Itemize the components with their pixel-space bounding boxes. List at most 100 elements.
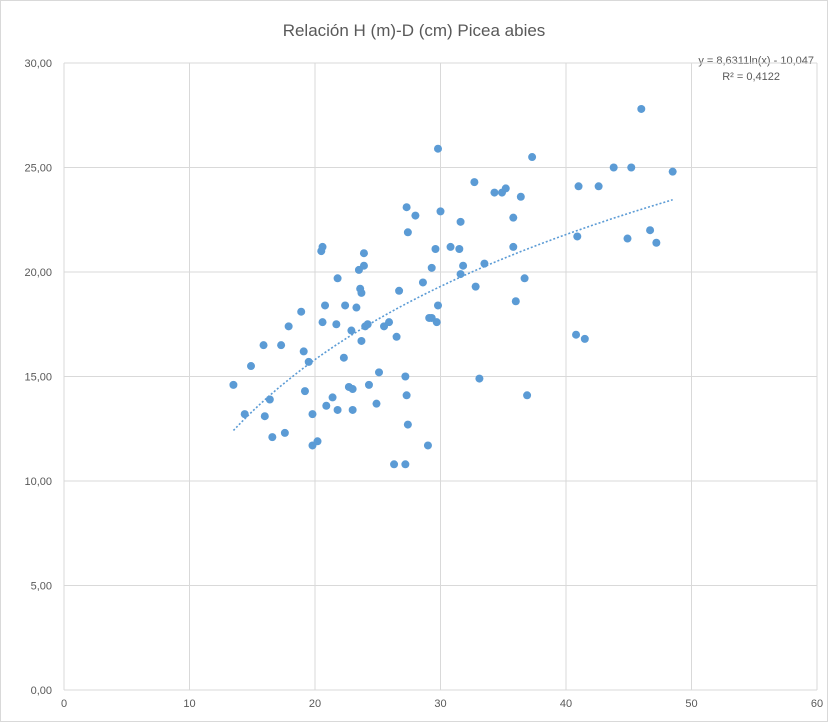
axis-tick-labels: 0 10 20 30 40 50 60 0,00 5,00 10,00 15,00 20,00 25,0… [24, 58, 823, 710]
data-point [339, 353, 348, 362]
data-point [403, 228, 412, 237]
data-point [322, 401, 331, 410]
y-tick-label: 30,00 [24, 58, 52, 70]
data-point [572, 330, 581, 339]
data-point [359, 261, 368, 270]
data-point [423, 441, 432, 450]
data-point [627, 163, 636, 172]
data-point [470, 178, 479, 187]
data-point [623, 234, 632, 243]
data-point [372, 399, 381, 408]
y-tick-label: 10,00 [24, 476, 52, 488]
data-point [265, 395, 274, 404]
y-tick-label: 15,00 [24, 372, 52, 384]
data-point [240, 410, 249, 419]
data-point [357, 288, 366, 297]
x-tick-label: 60 [811, 698, 823, 710]
data-point [401, 372, 410, 381]
data-point [308, 410, 317, 419]
data-point [456, 217, 465, 226]
data-point [395, 286, 404, 295]
x-tick-label: 50 [685, 698, 697, 710]
data-point [403, 420, 412, 429]
data-point [520, 274, 529, 283]
data-point [284, 322, 293, 331]
data-point [471, 282, 480, 291]
data-point [523, 391, 532, 400]
data-point [260, 412, 269, 421]
data-point [318, 318, 327, 327]
data-point [348, 385, 357, 394]
data-point [348, 405, 357, 414]
y-tick-label: 5,00 [31, 581, 52, 593]
data-point [347, 326, 356, 335]
data-point [385, 318, 394, 327]
data-point [516, 192, 525, 201]
y-tick-label: 25,00 [24, 163, 52, 175]
data-point [401, 460, 410, 469]
data-point [333, 274, 342, 283]
data-point [277, 341, 286, 350]
data-point [668, 167, 677, 176]
trendline-equation: y = 8,6311ln(x) - 10,047 [698, 55, 814, 67]
data-point [375, 368, 384, 377]
data-points [229, 104, 677, 469]
data-point [321, 301, 330, 310]
data-point [594, 182, 603, 191]
y-tick-label: 20,00 [24, 267, 52, 279]
data-point [433, 301, 442, 310]
x-tick-label: 10 [183, 698, 195, 710]
data-point [359, 249, 368, 258]
data-point [509, 213, 518, 222]
trendline-r-squared: R² = 0,4122 [722, 71, 780, 83]
data-point [392, 332, 401, 341]
data-point [501, 184, 510, 193]
data-point [259, 341, 268, 350]
data-point [280, 428, 289, 437]
data-point [390, 460, 399, 469]
data-point [637, 104, 646, 113]
data-point [402, 391, 411, 400]
y-tick-label: 0,00 [31, 685, 52, 697]
data-point [402, 203, 411, 212]
data-point [456, 270, 465, 279]
chart-title: Relación H (m)-D (cm) Picea abies [282, 21, 546, 40]
data-point [352, 303, 361, 312]
data-point [573, 232, 582, 241]
x-tick-label: 0 [61, 698, 67, 710]
data-point [574, 182, 583, 191]
data-point [446, 242, 455, 251]
data-point [333, 405, 342, 414]
data-point [229, 380, 238, 389]
data-point [509, 242, 518, 251]
data-point [433, 144, 442, 153]
data-point [268, 433, 277, 442]
data-point [528, 153, 537, 162]
data-point [357, 336, 366, 345]
data-point [341, 301, 350, 310]
trendline [232, 199, 673, 432]
data-point [436, 207, 445, 216]
data-point [328, 393, 337, 402]
data-point [364, 380, 373, 389]
data-point [246, 362, 255, 371]
data-point [418, 278, 427, 287]
data-point [304, 357, 313, 366]
x-tick-label: 20 [309, 698, 321, 710]
data-point [646, 226, 655, 235]
data-point [300, 387, 309, 396]
x-tick-label: 40 [560, 698, 572, 710]
gridlines [63, 62, 818, 691]
data-point [432, 318, 441, 327]
data-point [475, 374, 484, 383]
data-point [459, 261, 468, 270]
data-point [580, 334, 589, 343]
data-point [297, 307, 306, 316]
data-point [299, 347, 308, 356]
x-tick-label: 30 [434, 698, 446, 710]
data-point [490, 188, 499, 197]
data-point [427, 263, 436, 272]
data-point [363, 320, 372, 329]
